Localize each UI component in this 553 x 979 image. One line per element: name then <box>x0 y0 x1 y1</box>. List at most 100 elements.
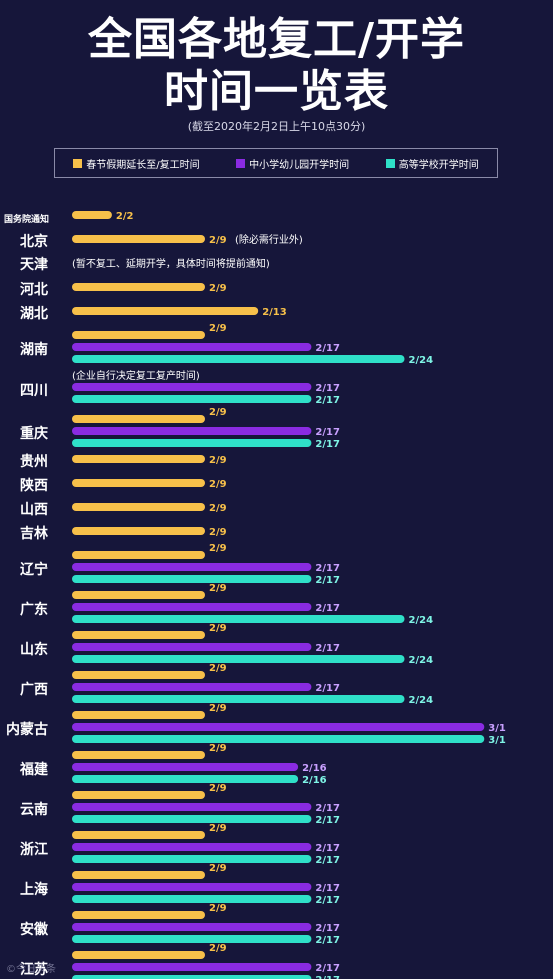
region-label-8: 贵州 <box>20 453 48 470</box>
region-label-21: 安徽 <box>20 921 49 938</box>
bar-university-18 <box>72 815 312 823</box>
region-label-9: 陕西 <box>20 477 48 494</box>
bar-work-16 <box>72 711 205 719</box>
bar-label-university-16: 3/1 <box>488 735 506 746</box>
bar-primary-21 <box>72 923 312 931</box>
bar-label-primary-6: 2/17 <box>315 383 340 394</box>
bar-primary-16 <box>72 723 485 731</box>
bar-university-20 <box>72 895 312 903</box>
bar-university-22 <box>72 975 312 979</box>
bar-label-work-8: 2/9 <box>209 455 227 466</box>
bar-university-13 <box>72 615 405 623</box>
region-label-20: 上海 <box>20 881 48 898</box>
region-label-13: 广东 <box>20 601 48 618</box>
row-note-2: (暂不复工、延期开学，具体时间将提前通知) <box>72 257 270 270</box>
bar-primary-13 <box>72 603 312 611</box>
region-label-0: 国务院通知 <box>4 213 49 225</box>
bar-label-work-21: 2/9 <box>209 903 227 914</box>
bar-label-work-19: 2/9 <box>209 823 227 834</box>
bar-primary-5 <box>72 343 312 351</box>
bar-primary-22 <box>72 963 312 971</box>
bar-label-work-18: 2/9 <box>209 783 227 794</box>
bar-label-primary-18: 2/17 <box>315 803 340 814</box>
region-label-12: 辽宁 <box>20 561 48 578</box>
bar-university-6 <box>72 395 312 403</box>
bar-work-20 <box>72 871 205 879</box>
bar-work-1 <box>72 235 205 243</box>
bar-label-work-11: 2/9 <box>209 527 227 538</box>
bar-work-17 <box>72 751 205 759</box>
bar-label-work-15: 2/9 <box>209 663 227 674</box>
legend-item-work: 春节假期延长至/复工时间 <box>73 156 200 171</box>
bar-label-primary-14: 2/17 <box>315 643 340 654</box>
bar-label-work-10: 2/9 <box>209 503 227 514</box>
region-label-7: 重庆 <box>20 425 48 442</box>
bar-label-primary-21: 2/17 <box>315 923 340 934</box>
legend-swatch-work <box>73 158 83 168</box>
bar-university-12 <box>72 575 312 583</box>
bar-label-university-14: 2/24 <box>409 655 434 666</box>
bar-work-15 <box>72 671 205 679</box>
bar-label-primary-22: 2/17 <box>315 963 340 974</box>
bar-label-primary-5: 2/17 <box>315 343 340 354</box>
bar-work-5 <box>72 331 205 339</box>
bar-label-primary-16: 3/1 <box>488 723 506 734</box>
bar-work-12 <box>72 551 205 559</box>
bar-label-primary-20: 2/17 <box>315 883 340 894</box>
region-label-2: 天津 <box>20 256 48 273</box>
page-title-line2: 时间一览表 <box>164 66 389 117</box>
bar-label-university-6: 2/17 <box>315 395 340 406</box>
bar-label-work-14: 2/9 <box>209 623 227 634</box>
bar-label-university-5: 2/24 <box>409 355 434 366</box>
legend-label-primary: 中小学幼儿园开学时间 <box>249 159 350 171</box>
page-title-line1: 全国各地复工/开学 <box>87 14 466 65</box>
region-label-4: 湖北 <box>20 306 48 322</box>
bar-university-14 <box>72 655 405 663</box>
bar-work-19 <box>72 831 205 839</box>
bar-label-university-20: 2/17 <box>315 895 340 906</box>
bar-work-14 <box>72 631 205 639</box>
chart-legend: 春节假期延长至/复工时间 中小学幼儿园开学时间 高等学校开学时间 <box>54 148 498 178</box>
legend-swatch-university <box>385 158 395 168</box>
bar-label-primary-7: 2/17 <box>315 427 340 438</box>
page-subtitle: (截至2020年2月2日上午10点30分) <box>187 120 366 133</box>
region-label-3: 河北 <box>20 281 48 298</box>
bar-label-work-9: 2/9 <box>209 479 227 490</box>
bar-label-primary-17: 2/16 <box>302 763 327 774</box>
bar-work-13 <box>72 591 205 599</box>
bar-label-work-4: 2/13 <box>262 307 287 318</box>
bar-label-work-17: 2/9 <box>209 743 227 754</box>
bar-work-0 <box>72 211 112 219</box>
row-note-6: (企业自行决定复工复产时间) <box>72 369 200 382</box>
bar-primary-7 <box>72 427 312 435</box>
bar-label-work-0: 2/2 <box>116 211 134 222</box>
region-label-6: 四川 <box>20 383 48 399</box>
bar-label-university-7: 2/17 <box>315 439 340 450</box>
bar-label-primary-19: 2/17 <box>315 843 340 854</box>
bar-university-15 <box>72 695 405 703</box>
region-label-22: 江苏 <box>20 961 48 978</box>
row-note-1: (除必需行业外) <box>235 233 303 246</box>
bar-primary-12 <box>72 563 312 571</box>
bar-university-5 <box>72 355 405 363</box>
bar-label-university-17: 2/16 <box>302 775 327 786</box>
bar-work-18 <box>72 791 205 799</box>
bar-label-work-5: 2/9 <box>209 323 227 334</box>
bar-university-16 <box>72 735 485 743</box>
bar-work-10 <box>72 503 205 511</box>
bar-label-work-7: 2/9 <box>209 407 227 418</box>
bar-work-9 <box>72 479 205 487</box>
bar-label-university-22: 2/17 <box>315 975 340 979</box>
bar-primary-18 <box>72 803 312 811</box>
bar-label-work-12: 2/9 <box>209 543 227 554</box>
bar-work-22 <box>72 951 205 959</box>
bar-work-3 <box>72 283 205 291</box>
bar-work-7 <box>72 415 205 423</box>
legend-item-primary: 中小学幼儿园开学时间 <box>236 156 349 171</box>
region-label-10: 山西 <box>20 502 48 518</box>
region-label-19: 浙江 <box>20 841 48 858</box>
bar-work-21 <box>72 911 205 919</box>
bar-primary-20 <box>72 883 312 891</box>
region-label-18: 云南 <box>20 801 48 818</box>
